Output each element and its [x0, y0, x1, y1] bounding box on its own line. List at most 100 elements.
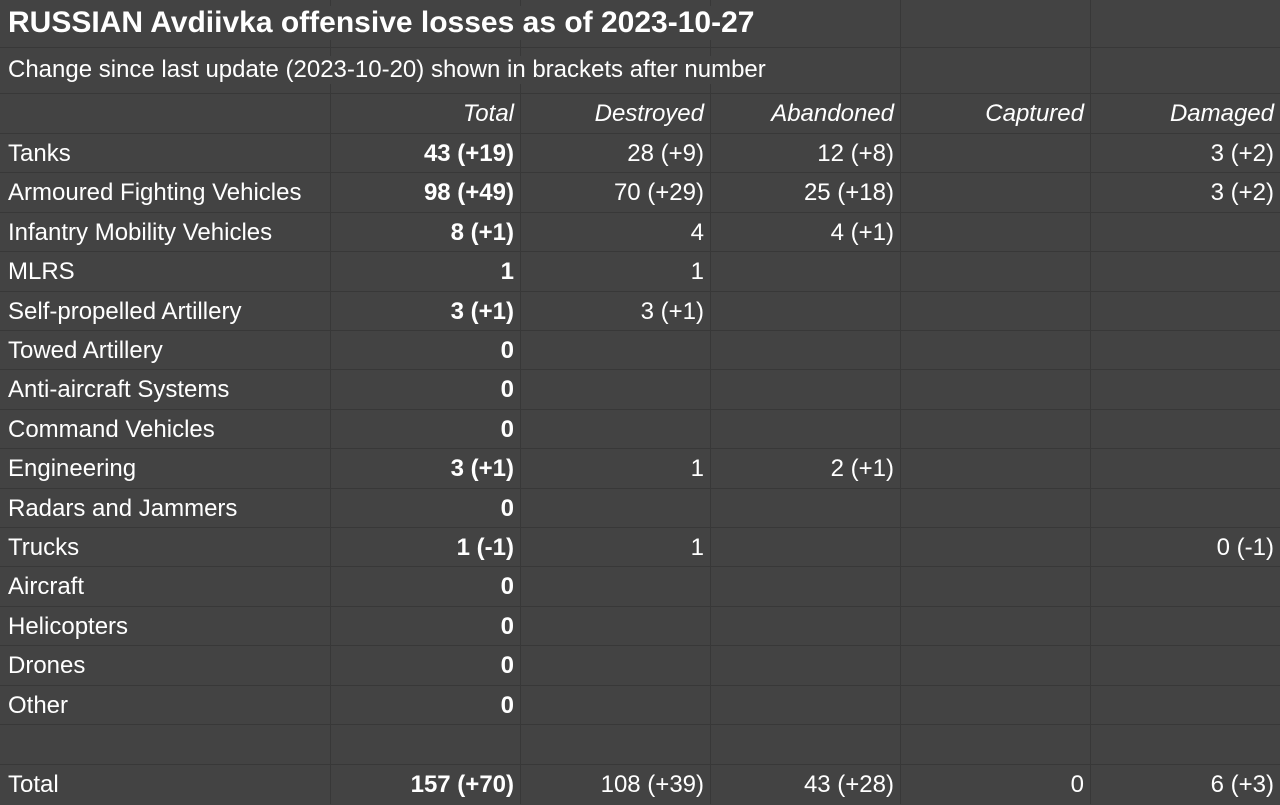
header-cell-total[interactable]: Total	[462, 100, 514, 127]
cell-total[interactable]: 0	[500, 612, 514, 640]
cell-destroyed[interactable]: 1	[690, 258, 704, 286]
cell-damaged[interactable]: 3 (+2)	[1210, 140, 1274, 167]
cell-total[interactable]: 1 (-1)	[456, 534, 514, 561]
cell-captured[interactable]	[900, 686, 1090, 724]
cell-abandoned[interactable]: 2 (+1)	[830, 455, 894, 483]
cell-damaged[interactable]	[1090, 410, 1280, 448]
cell-destroyed[interactable]	[520, 489, 710, 527]
cell-category[interactable]: Armoured Fighting Vehicles	[8, 179, 302, 207]
cell-total[interactable]: 0	[500, 573, 514, 601]
cell-abandoned[interactable]	[710, 567, 900, 605]
cell-damaged[interactable]	[1090, 607, 1280, 645]
cell-abandoned[interactable]	[710, 489, 900, 527]
header-cell-damaged[interactable]: Damaged	[1169, 100, 1274, 127]
table-row[interactable]: Towed Artillery 0	[0, 331, 1280, 371]
cell-abandoned[interactable]: 4 (+1)	[830, 218, 894, 246]
cell-damaged[interactable]	[1090, 489, 1280, 527]
cell-category[interactable]: Tanks	[8, 140, 71, 167]
table-row[interactable]: Command Vehicles 0	[0, 410, 1280, 450]
cell-damaged[interactable]: 0 (-1)	[1216, 534, 1274, 561]
table-row[interactable]: Engineering 3 (+1) 1 2 (+1)	[0, 449, 1280, 489]
cell-damaged[interactable]	[1090, 449, 1280, 487]
header-cell-captured[interactable]: Captured	[985, 100, 1084, 127]
cell-destroyed[interactable]	[520, 370, 710, 408]
header-cell-destroyed[interactable]: Destroyed	[594, 100, 704, 127]
cell-category[interactable]: Aircraft	[8, 573, 85, 601]
totals-destroyed[interactable]: 108 (+39)	[600, 771, 704, 798]
cell-abandoned[interactable]	[710, 646, 900, 684]
cell-category[interactable]: Command Vehicles	[8, 415, 215, 443]
cell-destroyed[interactable]	[520, 607, 710, 645]
table-row[interactable]: Other 0	[0, 686, 1280, 725]
totals-abandoned[interactable]: 43 (+28)	[803, 771, 894, 798]
cell-destroyed[interactable]: 70 (+29)	[613, 179, 704, 207]
cell-captured[interactable]	[900, 370, 1090, 408]
cell-category[interactable]: Drones	[8, 652, 86, 680]
cell-damaged[interactable]	[1090, 567, 1280, 605]
cell-total[interactable]: 1	[500, 258, 514, 286]
cell-captured[interactable]	[900, 489, 1090, 527]
cell-captured[interactable]	[900, 646, 1090, 684]
cell-total[interactable]: 0	[500, 376, 514, 404]
cell-damaged[interactable]	[1090, 646, 1280, 684]
cell-destroyed[interactable]: 1	[690, 455, 704, 483]
cell-abandoned[interactable]: 25 (+18)	[803, 179, 894, 207]
cell-captured[interactable]	[900, 252, 1090, 290]
cell-abandoned[interactable]	[710, 252, 900, 290]
cell-abandoned[interactable]	[710, 292, 900, 330]
cell-abandoned[interactable]	[710, 528, 900, 566]
cell-damaged[interactable]	[1090, 686, 1280, 724]
cell-category[interactable]: Trucks	[8, 534, 80, 561]
header-cell-category[interactable]	[0, 94, 330, 133]
totals-row[interactable]: Total 157 (+70) 108 (+39) 43 (+28) 0 6 (…	[0, 765, 1280, 804]
cell-total[interactable]: 98 (+49)	[423, 179, 514, 207]
table-row[interactable]: MLRS 1 1	[0, 252, 1280, 292]
cell-category[interactable]: Infantry Mobility Vehicles	[8, 218, 273, 246]
cell-captured[interactable]	[900, 607, 1090, 645]
cell-damaged[interactable]	[1090, 331, 1280, 369]
totals-label[interactable]: Total	[8, 771, 59, 798]
cell-destroyed[interactable]	[520, 410, 710, 448]
cell-total[interactable]: 8 (+1)	[450, 218, 514, 246]
header-row[interactable]: Total Destroyed Abandoned Captured Damag…	[0, 94, 1280, 134]
cell-category[interactable]: MLRS	[8, 258, 75, 286]
totals-damaged[interactable]: 6 (+3)	[1210, 771, 1274, 798]
table-row[interactable]: Aircraft 0	[0, 567, 1280, 607]
cell-abandoned[interactable]	[710, 686, 900, 724]
cell-destroyed[interactable]: 28 (+9)	[627, 140, 704, 167]
cell-abandoned[interactable]	[710, 331, 900, 369]
title-row[interactable]: RUSSIAN Avdiivka offensive losses as of …	[0, 0, 1280, 48]
cell-abandoned[interactable]	[710, 370, 900, 408]
cell-captured[interactable]	[900, 528, 1090, 566]
cell-destroyed[interactable]	[520, 331, 710, 369]
cell-abandoned[interactable]	[710, 410, 900, 448]
table-row[interactable]: Radars and Jammers 0	[0, 489, 1280, 528]
totals-captured[interactable]: 0	[1070, 771, 1084, 798]
cell-destroyed[interactable]: 1	[690, 534, 704, 561]
cell-total[interactable]: 43 (+19)	[423, 140, 514, 167]
subtitle-row[interactable]: Change since last update (2023-10-20) sh…	[0, 48, 1280, 94]
cell-damaged[interactable]	[1090, 370, 1280, 408]
cell-total[interactable]: 0	[500, 337, 514, 364]
cell-destroyed[interactable]: 3 (+1)	[640, 297, 704, 325]
cell-category[interactable]: Self-propelled Artillery	[8, 297, 242, 325]
cell-destroyed[interactable]	[520, 646, 710, 684]
table-row[interactable]: Tanks 43 (+19) 28 (+9) 12 (+8) 3 (+2)	[0, 134, 1280, 174]
cell-total[interactable]: 0	[500, 494, 514, 522]
header-cell-abandoned[interactable]: Abandoned	[771, 100, 894, 127]
cell-captured[interactable]	[900, 173, 1090, 211]
cell-captured[interactable]	[900, 449, 1090, 487]
cell-total[interactable]: 3 (+1)	[450, 455, 514, 483]
table-row[interactable]: Self-propelled Artillery 3 (+1) 3 (+1)	[0, 292, 1280, 331]
table-row[interactable]: Trucks 1 (-1) 1 0 (-1)	[0, 528, 1280, 568]
cell-total[interactable]: 3 (+1)	[450, 297, 514, 325]
cell-category[interactable]: Helicopters	[8, 612, 129, 640]
table-row[interactable]: Helicopters 0	[0, 607, 1280, 647]
cell-total[interactable]: 0	[500, 652, 514, 680]
cell-category[interactable]: Engineering	[8, 455, 137, 483]
table-row[interactable]: Drones 0	[0, 646, 1280, 686]
cell-category[interactable]: Other	[8, 691, 69, 719]
cell-damaged[interactable]	[1090, 292, 1280, 330]
table-row[interactable]: Infantry Mobility Vehicles 8 (+1) 4 4 (+1)	[0, 213, 1280, 253]
cell-captured[interactable]	[900, 292, 1090, 330]
